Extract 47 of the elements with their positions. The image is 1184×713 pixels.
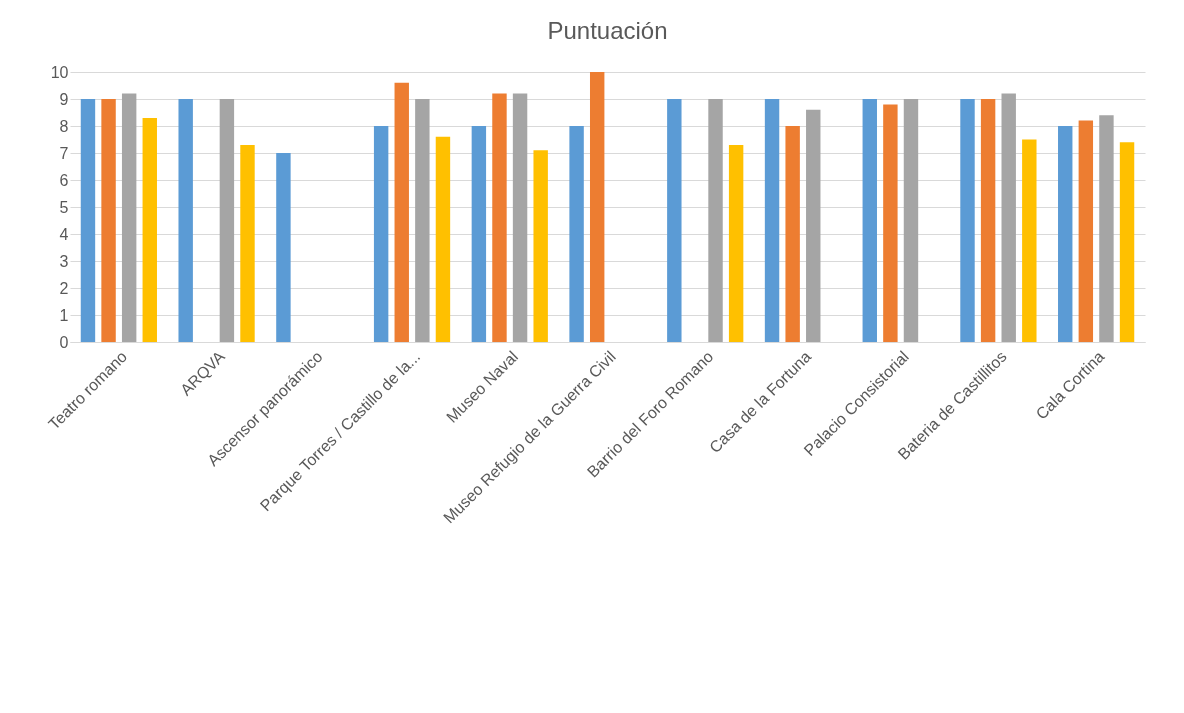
bar	[373, 126, 389, 342]
bar	[219, 99, 235, 342]
bar	[589, 72, 605, 342]
y-tick-label: 7	[59, 144, 69, 162]
bar	[101, 99, 116, 342]
bar	[980, 99, 996, 342]
bar	[142, 117, 157, 342]
bar	[764, 99, 780, 342]
bar	[1099, 115, 1114, 342]
bar	[1058, 126, 1073, 342]
y-tick-label: 1	[59, 306, 69, 324]
bar	[667, 99, 682, 342]
y-tick-label: 3	[59, 252, 69, 270]
y-tick-label: 4	[59, 225, 69, 243]
y-tick-label: 10	[50, 63, 69, 81]
bar	[1078, 120, 1094, 342]
bar	[862, 99, 877, 342]
bar	[435, 136, 451, 342]
bar	[178, 99, 193, 342]
bar	[276, 153, 291, 342]
bar	[533, 150, 548, 342]
bar	[394, 82, 409, 342]
bar	[1119, 142, 1135, 342]
bar	[471, 126, 487, 342]
bar	[121, 93, 137, 342]
bar	[785, 126, 800, 342]
bar	[883, 104, 898, 342]
bar	[569, 126, 584, 342]
bar	[903, 99, 919, 342]
y-tick-label: 5	[59, 198, 69, 216]
bar	[492, 93, 507, 342]
bar	[240, 144, 255, 342]
bar	[512, 93, 528, 342]
bar	[1001, 93, 1016, 342]
bar	[806, 109, 821, 342]
y-tick-label: 9	[59, 90, 69, 108]
bar	[1022, 139, 1037, 342]
bar	[80, 99, 96, 342]
bar	[728, 144, 744, 342]
chart-title: Puntuación	[547, 17, 668, 44]
y-tick-label: 6	[59, 171, 69, 189]
bar	[415, 99, 430, 342]
y-tick-label: 0	[59, 333, 69, 351]
bar	[960, 99, 975, 342]
y-tick-label: 2	[59, 279, 69, 297]
bar	[708, 99, 723, 342]
y-tick-label: 8	[59, 117, 69, 135]
